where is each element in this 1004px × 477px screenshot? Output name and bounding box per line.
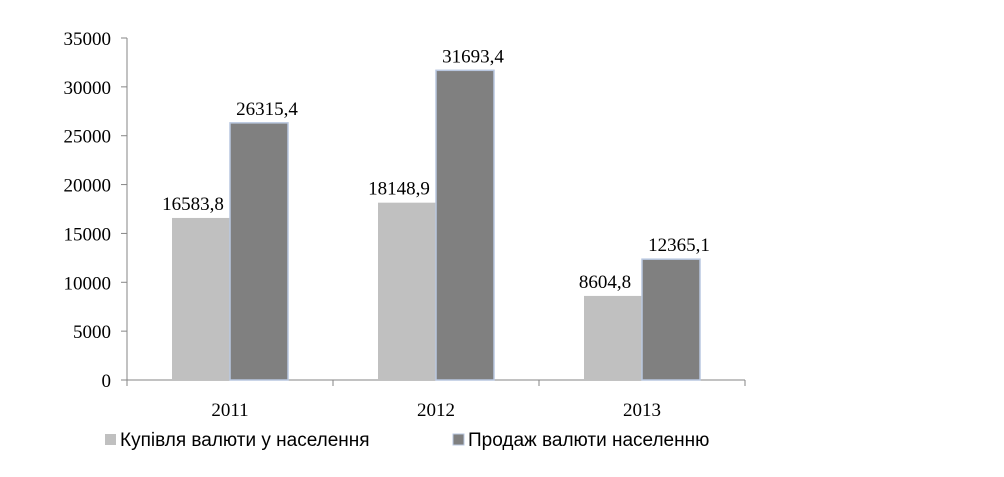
bar [584,295,642,380]
value-label: 16583,8 [162,194,224,215]
legend-marker [105,434,116,445]
x-tick-label: 2011 [211,400,248,421]
legend-label: Купівля валюти у населення [120,430,370,451]
bar [172,217,230,380]
x-tick-label: 2012 [417,400,455,421]
bar [378,202,436,380]
y-tick-label: 15000 [64,224,112,245]
bar [435,69,495,381]
value-label: 8604,8 [579,272,631,293]
value-label: 12365,1 [648,235,710,256]
bar [641,258,701,381]
value-label: 26315,4 [236,99,298,120]
bar [229,122,289,381]
x-tick-label: 2013 [623,400,661,421]
y-tick-label: 5000 [73,322,111,343]
y-tick-label: 10000 [64,273,112,294]
legend-marker [452,433,465,446]
legend-label: Продаж валюти населенню [468,430,709,451]
y-tick-label: 20000 [64,176,112,197]
y-tick-label: 0 [102,371,112,392]
y-tick-label: 35000 [64,29,112,50]
y-tick-label: 25000 [64,127,112,148]
value-label: 18148,9 [368,179,430,200]
y-tick-label: 30000 [64,78,112,99]
value-label: 31693,4 [442,46,504,67]
